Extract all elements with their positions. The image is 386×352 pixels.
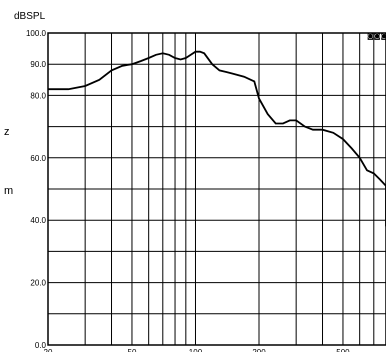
x-tick-label: 20 [44,348,53,352]
y-tick-label: 0.0 [35,341,47,350]
y-axis-label: dBSPL [14,11,46,22]
grid [48,33,386,345]
x-tick-labels: 20501002005001k2k [44,348,351,352]
x-tick-label: 50 [128,348,137,352]
x-tick-label: 500 [336,348,350,352]
y-tick-label: 40.0 [30,216,46,225]
plot-frame [47,32,386,346]
y-tick-labels: 0.0 20.0 40.0 60.0 80.0 90.0 100.0 [26,29,47,350]
y-tick-label: 80.0 [30,91,46,100]
y-tick-label: 90.0 [30,60,46,69]
x-tick-label: 100 [189,348,203,352]
y-tick-label: 100.0 [26,29,47,38]
x-tick-label: 200 [252,348,266,352]
side-text-1: z [4,126,10,138]
side-text-2: m [4,185,13,197]
y-tick-label: 60.0 [30,154,46,163]
y-tick-label: 20.0 [30,279,46,288]
legend-marker: ◙◙◙ [367,32,386,40]
response-curve [48,50,386,227]
